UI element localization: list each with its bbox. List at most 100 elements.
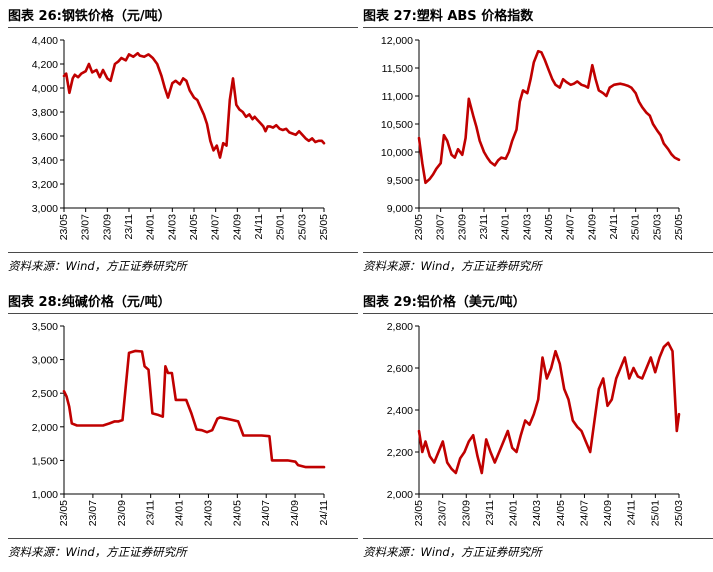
series-line bbox=[62, 349, 326, 469]
title-divider bbox=[8, 27, 358, 28]
y-tick-label: 12,000 bbox=[381, 35, 413, 47]
y-tick-label: 2,000 bbox=[32, 422, 58, 434]
x-tick-label: 25/01 bbox=[630, 214, 642, 240]
chart-panel-aluminum: 图表 29:铝价格（美元/吨） 2,000 2,200 2,400 2,600 2,80… bbox=[363, 286, 713, 572]
y-tick-label: 2,500 bbox=[32, 388, 58, 400]
y-tick-label: 1,500 bbox=[32, 455, 58, 467]
y-tick-label: 4,200 bbox=[32, 59, 58, 71]
x-tick-label: 24/09 bbox=[602, 500, 614, 526]
steel-price-chart: 3,000 3,200 3,400 3,600 3,800 4,000 4,200 4,400… bbox=[32, 35, 330, 240]
y-tick-label: 3,400 bbox=[32, 155, 58, 167]
axes: 3,000 3,200 3,400 3,600 3,800 4,000 4,200 4,400… bbox=[32, 35, 330, 240]
chart-title: 图表 27:塑料 ABS 价格指数 bbox=[363, 9, 534, 24]
x-tick-label: 24/03 bbox=[521, 214, 533, 240]
y-tick-label: 2,000 bbox=[387, 489, 413, 501]
y-tick-label: 11,000 bbox=[382, 91, 413, 103]
x-tick-label: 23/07 bbox=[435, 214, 447, 240]
title-divider bbox=[363, 313, 713, 314]
x-tick-label: 23/05 bbox=[413, 500, 425, 526]
x-tick-label: 23/11 bbox=[145, 500, 157, 526]
chart-panel-soda-ash: 图表 28:纯碱价格（元/吨） 1,000 1,500 2,000 2,500 3,00… bbox=[8, 286, 358, 572]
series-line bbox=[417, 341, 681, 475]
x-tick-label: 23/07 bbox=[437, 500, 449, 526]
y-tick-label: 9,000 bbox=[387, 203, 413, 215]
x-tick-label: 24/01 bbox=[145, 214, 157, 240]
y-tick-label: 2,200 bbox=[387, 447, 413, 459]
x-tick-label: 23/11 bbox=[478, 214, 490, 240]
series-line bbox=[62, 51, 326, 159]
x-tick-label: 24/11 bbox=[253, 214, 265, 240]
chart-source: 资料来源：Wind，方正证券研究所 bbox=[363, 545, 542, 559]
y-tick-label: 1,000 bbox=[32, 489, 58, 501]
x-tick-label: 23/09 bbox=[101, 214, 113, 240]
x-tick-label: 24/05 bbox=[188, 214, 200, 240]
x-tick-label: 24/01 bbox=[174, 500, 186, 526]
x-tick-label: 24/05 bbox=[555, 500, 567, 526]
y-tick-label: 2,400 bbox=[387, 405, 413, 417]
x-tick-label: 23/09 bbox=[456, 214, 468, 240]
y-tick-label: 3,800 bbox=[32, 107, 58, 119]
aluminum-price-chart: 2,000 2,200 2,400 2,600 2,800 23/05 23/07 23/09… bbox=[387, 321, 685, 526]
y-tick-label: 2,800 bbox=[387, 321, 413, 333]
chart-title: 图表 28:纯碱价格（元/吨） bbox=[8, 295, 171, 310]
y-tick-label: 10,000 bbox=[381, 147, 413, 159]
y-tick-label: 3,000 bbox=[32, 355, 58, 367]
x-tick-label: 24/11 bbox=[608, 214, 620, 240]
abs-price-index-chart: 9,000 9,500 10,000 10,500 11,000 11,500 12,000… bbox=[381, 35, 685, 240]
x-tick-label: 24/03 bbox=[202, 500, 214, 526]
chart-title: 图表 29:铝价格（美元/吨） bbox=[363, 295, 526, 310]
x-tick-label: 23/05 bbox=[413, 214, 425, 240]
x-tick-label: 25/01 bbox=[275, 214, 287, 240]
x-tick-label: 25/03 bbox=[296, 214, 308, 240]
x-tick-label: 23/09 bbox=[460, 500, 472, 526]
y-tick-label: 3,600 bbox=[32, 131, 58, 143]
x-tick-label: 24/09 bbox=[231, 214, 243, 240]
x-tick-label: 24/03 bbox=[166, 214, 178, 240]
x-tick-label: 23/07 bbox=[80, 214, 92, 240]
y-tick-label: 3,000 bbox=[32, 203, 58, 215]
x-tick-label: 24/03 bbox=[531, 500, 543, 526]
x-tick-label: 24/05 bbox=[543, 214, 555, 240]
x-tick-label: 23/09 bbox=[116, 500, 128, 526]
x-tick-label: 24/07 bbox=[260, 500, 272, 526]
x-tick-label: 24/11 bbox=[626, 500, 638, 526]
x-tick-label: 24/01 bbox=[508, 500, 520, 526]
chart-source: 资料来源：Wind，方正证券研究所 bbox=[363, 259, 542, 273]
x-tick-label: 23/05 bbox=[58, 500, 70, 526]
x-tick-label: 24/09 bbox=[289, 500, 301, 526]
x-tick-label: 24/11 bbox=[318, 500, 330, 526]
y-tick-label: 2,600 bbox=[387, 363, 413, 375]
source-divider bbox=[363, 538, 713, 539]
x-tick-label: 25/03 bbox=[673, 500, 685, 526]
chart-panel-steel: 图表 26:钢铁价格（元/吨） 3,000 3,200 3,400 3,600 3,80… bbox=[8, 0, 358, 286]
axes: 1,000 1,500 2,000 2,500 3,000 3,500 23/05 23/07… bbox=[32, 321, 330, 526]
series-line bbox=[417, 49, 681, 185]
x-tick-label: 24/09 bbox=[586, 214, 598, 240]
y-tick-label: 3,500 bbox=[32, 321, 58, 333]
x-tick-label: 25/03 bbox=[651, 214, 663, 240]
soda-ash-price-chart: 1,000 1,500 2,000 2,500 3,000 3,500 23/05 23/07… bbox=[32, 321, 330, 526]
x-tick-label: 24/05 bbox=[231, 500, 243, 526]
x-tick-label: 24/07 bbox=[565, 214, 577, 240]
chart-panel-abs: 图表 27:塑料 ABS 价格指数 9,000 9,500 10,000 10,500… bbox=[363, 0, 713, 286]
y-tick-label: 4,400 bbox=[32, 35, 58, 47]
axes: 2,000 2,200 2,400 2,600 2,800 23/05 23/07 23/09… bbox=[387, 321, 685, 526]
x-tick-label: 23/05 bbox=[58, 214, 70, 240]
x-tick-label: 25/05 bbox=[673, 214, 685, 240]
chart-source: 资料来源：Wind，方正证券研究所 bbox=[8, 545, 187, 559]
x-tick-label: 23/07 bbox=[87, 500, 99, 526]
title-divider bbox=[8, 313, 358, 314]
y-tick-label: 3,200 bbox=[32, 179, 58, 191]
x-tick-label: 25/01 bbox=[649, 500, 661, 526]
x-tick-label: 24/01 bbox=[500, 214, 512, 240]
source-divider bbox=[8, 252, 358, 253]
y-tick-label: 11,500 bbox=[382, 63, 413, 75]
x-tick-label: 24/07 bbox=[578, 500, 590, 526]
title-divider bbox=[363, 27, 713, 28]
x-tick-label: 23/11 bbox=[484, 500, 496, 526]
x-tick-label: 23/11 bbox=[123, 214, 135, 240]
source-divider bbox=[8, 538, 358, 539]
chart-title: 图表 26:钢铁价格（元/吨） bbox=[8, 9, 171, 24]
axes: 9,000 9,500 10,000 10,500 11,000 11,500 12,000… bbox=[381, 35, 685, 240]
y-tick-label: 4,000 bbox=[32, 83, 58, 95]
